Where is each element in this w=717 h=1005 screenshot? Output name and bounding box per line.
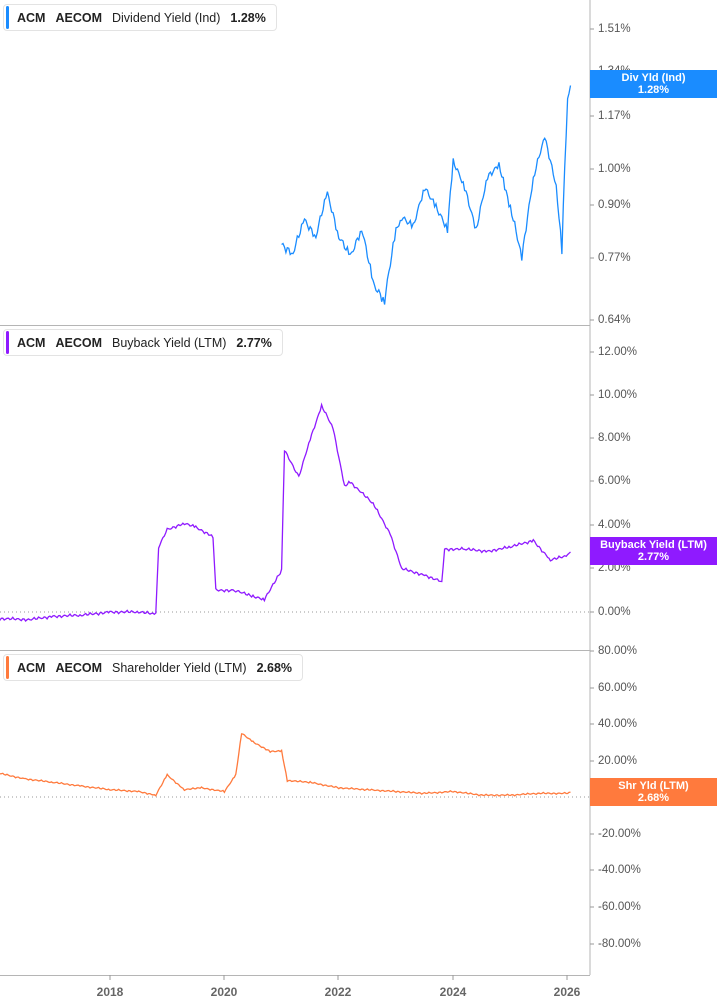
last-value-badge-shareholder: Shr Yld (LTM) 2.68% — [590, 778, 717, 806]
legend-metric: Dividend Yield (Ind) — [112, 10, 221, 25]
badge-value: 1.28% — [637, 84, 670, 96]
legend-ticker: ACM — [17, 660, 46, 675]
legend-buyback-yield: ACM AECOM Buyback Yield (LTM) 2.77% — [3, 329, 283, 356]
legend-color-bar — [6, 656, 9, 679]
x-tick-label: 2024 — [439, 985, 467, 999]
y-tick-label: 0.64% — [598, 314, 631, 326]
y-tick-label: 60.00% — [598, 682, 638, 694]
x-tick-label: 2018 — [96, 985, 124, 999]
legend-metric: Shareholder Yield (LTM) — [112, 660, 247, 675]
last-value-badge-dividend: Div Yld (Ind) 1.28% — [590, 70, 717, 98]
badge-label: Shr Yld (LTM) — [618, 780, 689, 792]
legend-color-bar — [6, 6, 9, 29]
x-tick-label: 2020 — [210, 985, 238, 999]
axis-ticks — [109, 28, 594, 980]
legend-ticker: ACM — [17, 335, 46, 350]
legend-company: AECOM — [55, 660, 102, 675]
x-tick-label: 2026 — [553, 985, 581, 999]
legend-value: 1.28% — [230, 10, 266, 25]
badge-value: 2.68% — [637, 792, 670, 804]
legend-company: AECOM — [55, 10, 102, 25]
y-tick-label: 0.90% — [598, 199, 631, 211]
legend-ticker: ACM — [17, 10, 46, 25]
y-tick-label: 80.00% — [598, 645, 638, 657]
x-tick-label: 2022 — [324, 985, 352, 999]
y-tick-label: -20.00% — [598, 828, 641, 840]
y-tick-label: 2.00% — [598, 562, 631, 574]
last-value-badge-buyback: Buyback Yield (LTM) 2.77% — [590, 537, 717, 565]
y-tick-label: -40.00% — [598, 864, 641, 876]
y-tick-label: 12.00% — [598, 346, 638, 358]
legend-value: 2.77% — [236, 335, 272, 350]
legend-metric: Buyback Yield (LTM) — [112, 335, 227, 350]
legend-shareholder-yield: ACM AECOM Shareholder Yield (LTM) 2.68% — [3, 654, 304, 681]
y-tick-label: 20.00% — [598, 755, 638, 767]
y-tick-label: -80.00% — [598, 938, 641, 950]
y-tick-label: 1.00% — [598, 163, 631, 175]
badge-label: Div Yld (Ind) — [621, 72, 686, 84]
legend-company: AECOM — [55, 335, 102, 350]
y-tick-label: 0.77% — [598, 252, 631, 264]
y-tick-label: 8.00% — [598, 432, 631, 444]
series-line — [0, 402, 571, 622]
y-tick-label: 6.00% — [598, 475, 631, 487]
series-lines — [0, 85, 572, 797]
y-tick-label: 10.00% — [598, 389, 638, 401]
y-tick-label: 40.00% — [598, 718, 638, 730]
badge-label: Buyback Yield (LTM) — [600, 539, 707, 551]
legend-value: 2.68% — [256, 660, 293, 675]
y-tick-label: 4.00% — [598, 519, 631, 531]
series-line — [0, 733, 571, 797]
y-tick-label: 0.00% — [598, 606, 631, 618]
y-tick-label: 1.51% — [598, 23, 631, 35]
badge-value: 2.77% — [637, 551, 670, 563]
series-line — [281, 85, 572, 305]
legend-color-bar — [6, 331, 9, 354]
y-tick-label: -60.00% — [598, 901, 641, 913]
legend-dividend-yield: ACM AECOM Dividend Yield (Ind) 1.28% — [3, 4, 277, 31]
y-tick-label: 1.17% — [598, 110, 631, 122]
